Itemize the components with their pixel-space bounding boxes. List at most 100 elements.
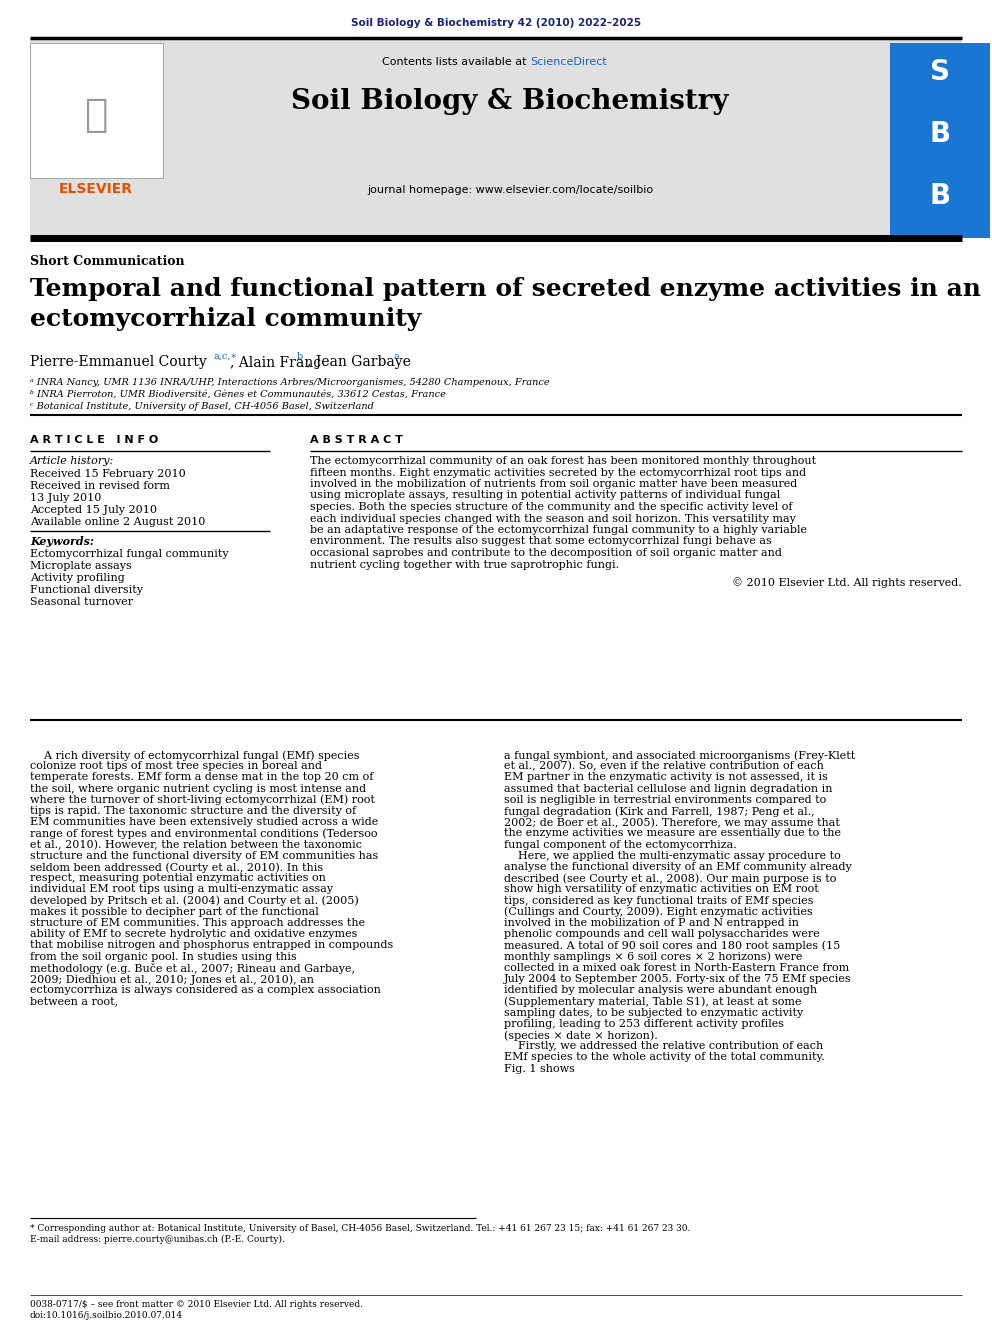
Bar <box>890 44 990 238</box>
Text: using microplate assays, resulting in potential activity patterns of individual : using microplate assays, resulting in po… <box>310 491 781 500</box>
Text: EM communities have been extensively studied across a wide: EM communities have been extensively stu… <box>30 818 378 827</box>
Text: range of forest types and environmental conditions (Tedersoo: range of forest types and environmental … <box>30 828 378 839</box>
Text: Microplate assays: Microplate assays <box>30 561 132 572</box>
Text: Fig. 1 shows: Fig. 1 shows <box>504 1064 575 1073</box>
Text: environment. The results also suggest that some ectomycorrhizal fungi behave as: environment. The results also suggest th… <box>310 537 772 546</box>
Text: ectomycorrhizal community: ectomycorrhizal community <box>30 307 422 331</box>
Text: Article history:: Article history: <box>30 456 114 466</box>
Text: structure and the functional diversity of EM communities has: structure and the functional diversity o… <box>30 851 378 861</box>
Text: Firstly, we addressed the relative contribution of each: Firstly, we addressed the relative contr… <box>504 1041 823 1052</box>
Text: identified by molecular analysis were abundant enough: identified by molecular analysis were ab… <box>504 986 817 995</box>
Text: the enzyme activities we measure are essentially due to the: the enzyme activities we measure are ess… <box>504 828 841 839</box>
Text: developed by Pritsch et al. (2004) and Courty et al. (2005): developed by Pritsch et al. (2004) and C… <box>30 896 359 906</box>
Text: A R T I C L E   I N F O: A R T I C L E I N F O <box>30 435 159 445</box>
Text: * Corresponding author at: Botanical Institute, University of Basel, CH-4056 Bas: * Corresponding author at: Botanical Ins… <box>30 1224 690 1233</box>
Text: ᶜ Botanical Institute, University of Basel, CH-4056 Basel, Switzerland: ᶜ Botanical Institute, University of Bas… <box>30 402 374 411</box>
Text: © 2010 Elsevier Ltd. All rights reserved.: © 2010 Elsevier Ltd. All rights reserved… <box>732 577 962 587</box>
Text: Received 15 February 2010: Received 15 February 2010 <box>30 468 186 479</box>
Text: S: S <box>930 58 950 86</box>
Text: methodology (e.g. Buče et al., 2007; Rineau and Garbaye,: methodology (e.g. Buče et al., 2007; Rin… <box>30 963 355 974</box>
Text: EM partner in the enzymatic activity is not assessed, it is: EM partner in the enzymatic activity is … <box>504 773 828 782</box>
Text: Here, we applied the multi-enzymatic assay procedure to: Here, we applied the multi-enzymatic ass… <box>504 851 841 861</box>
Text: profiling, leading to 253 different activity profiles: profiling, leading to 253 different acti… <box>504 1019 784 1029</box>
Text: described (see Courty et al., 2008). Our main purpose is to: described (see Courty et al., 2008). Our… <box>504 873 836 884</box>
Text: b: b <box>297 352 304 361</box>
Text: each individual species changed with the season and soil horizon. This versatili: each individual species changed with the… <box>310 513 796 524</box>
Text: measured. A total of 90 soil cores and 180 root samples (15: measured. A total of 90 soil cores and 1… <box>504 941 840 951</box>
Text: et al., 2010). However, the relation between the taxonomic: et al., 2010). However, the relation bet… <box>30 840 362 849</box>
Text: Activity profiling: Activity profiling <box>30 573 125 583</box>
Text: ᵇ INRA Pierroton, UMR Biodiversité, Gènes et Communautés, 33612 Cestas, France: ᵇ INRA Pierroton, UMR Biodiversité, Gène… <box>30 390 445 400</box>
Text: 🌳: 🌳 <box>84 97 108 134</box>
Text: monthly samplings × 6 soil cores × 2 horizons) were: monthly samplings × 6 soil cores × 2 hor… <box>504 951 803 962</box>
Text: ScienceDirect: ScienceDirect <box>530 57 607 67</box>
Text: fungal degradation (Kirk and Farrell, 1987; Peng et al.,: fungal degradation (Kirk and Farrell, 19… <box>504 806 814 816</box>
Text: colonize root tips of most tree species in boreal and: colonize root tips of most tree species … <box>30 761 322 771</box>
Text: ectomycorrhiza is always considered as a complex association: ectomycorrhiza is always considered as a… <box>30 986 381 995</box>
Bar <box>30 44 163 179</box>
Text: respect, measuring potential enzymatic activities on: respect, measuring potential enzymatic a… <box>30 873 326 884</box>
Text: B: B <box>930 120 950 148</box>
Text: fungal component of the ectomycorrhiza.: fungal component of the ectomycorrhiza. <box>504 840 737 849</box>
Text: ability of EMf to secrete hydrolytic and oxidative enzymes: ability of EMf to secrete hydrolytic and… <box>30 929 357 939</box>
Text: et al., 2007). So, even if the relative contribution of each: et al., 2007). So, even if the relative … <box>504 761 824 771</box>
Text: structure of EM communities. This approach addresses the: structure of EM communities. This approa… <box>30 918 365 927</box>
Text: show high versatility of enzymatic activities on EM root: show high versatility of enzymatic activ… <box>504 884 818 894</box>
Text: , Alain Franc: , Alain Franc <box>230 355 321 369</box>
Text: , Jean Garbaye: , Jean Garbaye <box>307 355 411 369</box>
Text: the soil, where organic nutrient cycling is most intense and: the soil, where organic nutrient cycling… <box>30 783 366 794</box>
Text: sampling dates, to be subjected to enzymatic activity: sampling dates, to be subjected to enzym… <box>504 1008 804 1017</box>
Text: analyse the functional diversity of an EMf community already: analyse the functional diversity of an E… <box>504 863 852 872</box>
Text: (species × date × horizon).: (species × date × horizon). <box>504 1031 658 1041</box>
Text: Short Communication: Short Communication <box>30 255 185 269</box>
Text: A rich diversity of ectomycorrhizal fungal (EMf) species: A rich diversity of ectomycorrhizal fung… <box>30 750 359 761</box>
Text: be an adaptative response of the ectomycorrhizal fungal community to a highly va: be an adaptative response of the ectomyc… <box>310 525 807 534</box>
Text: temperate forests. EMf form a dense mat in the top 20 cm of: temperate forests. EMf form a dense mat … <box>30 773 373 782</box>
Text: a,c,∗: a,c,∗ <box>213 352 237 361</box>
Text: Available online 2 August 2010: Available online 2 August 2010 <box>30 517 205 527</box>
Text: Received in revised form: Received in revised form <box>30 482 170 491</box>
Text: phenolic compounds and cell wall polysaccharides were: phenolic compounds and cell wall polysac… <box>504 929 819 939</box>
Text: A B S T R A C T: A B S T R A C T <box>310 435 403 445</box>
Text: from the soil organic pool. In studies using this: from the soil organic pool. In studies u… <box>30 951 297 962</box>
Text: tips, considered as key functional traits of EMf species: tips, considered as key functional trait… <box>504 896 813 906</box>
Text: collected in a mixed oak forest in North-Eastern France from: collected in a mixed oak forest in North… <box>504 963 849 972</box>
Text: Contents lists available at: Contents lists available at <box>382 57 530 67</box>
Text: ᵃ INRA Nancy, UMR 1136 INRA/UHP, Interactions Arbres/Microorganismes, 54280 Cham: ᵃ INRA Nancy, UMR 1136 INRA/UHP, Interac… <box>30 378 550 388</box>
Text: The ectomycorrhizal community of an oak forest has been monitored monthly throug: The ectomycorrhizal community of an oak … <box>310 456 816 466</box>
Text: fifteen months. Eight enzymatic activities secreted by the ectomycorrhizal root : fifteen months. Eight enzymatic activiti… <box>310 467 806 478</box>
Text: 0038-0717/$ – see front matter © 2010 Elsevier Ltd. All rights reserved.: 0038-0717/$ – see front matter © 2010 El… <box>30 1301 363 1308</box>
Text: doi:10.1016/j.soilbio.2010.07.014: doi:10.1016/j.soilbio.2010.07.014 <box>30 1311 184 1320</box>
Text: Functional diversity: Functional diversity <box>30 585 143 595</box>
Text: occasional saprobes and contribute to the decomposition of soil organic matter a: occasional saprobes and contribute to th… <box>310 548 782 558</box>
Text: July 2004 to September 2005. Forty-six of the 75 EMf species: July 2004 to September 2005. Forty-six o… <box>504 974 851 984</box>
Bar <box>166 44 854 238</box>
Text: soil is negligible in terrestrial environments compared to: soil is negligible in terrestrial enviro… <box>504 795 826 804</box>
Text: Pierre-Emmanuel Courty: Pierre-Emmanuel Courty <box>30 355 206 369</box>
Bar <box>30 38 962 238</box>
Text: individual EM root tips using a multi-enzymatic assay: individual EM root tips using a multi-en… <box>30 884 333 894</box>
Text: (Cullings and Courty, 2009). Eight enzymatic activities: (Cullings and Courty, 2009). Eight enzym… <box>504 906 812 917</box>
Text: Soil Biology & Biochemistry 42 (2010) 2022–2025: Soil Biology & Biochemistry 42 (2010) 20… <box>351 19 641 28</box>
Text: involved in the mobilization of P and N entrapped in: involved in the mobilization of P and N … <box>504 918 799 927</box>
Text: Temporal and functional pattern of secreted enzyme activities in an: Temporal and functional pattern of secre… <box>30 277 981 302</box>
Text: tips is rapid. The taxonomic structure and the diversity of: tips is rapid. The taxonomic structure a… <box>30 806 356 816</box>
Text: where the turnover of short-living ectomycorrhizal (EM) root: where the turnover of short-living ectom… <box>30 795 375 806</box>
Text: nutrient cycling together with true saprotrophic fungi.: nutrient cycling together with true sapr… <box>310 560 619 569</box>
Text: 13 July 2010: 13 July 2010 <box>30 493 101 503</box>
Text: a: a <box>393 352 399 361</box>
Text: 2009; Diedhiou et al., 2010; Jones et al., 2010), an: 2009; Diedhiou et al., 2010; Jones et al… <box>30 974 314 984</box>
Text: a fungal symbiont, and associated microorganisms (Frey-Klett: a fungal symbiont, and associated microo… <box>504 750 855 761</box>
Text: B: B <box>930 183 950 210</box>
Text: involved in the mobilization of nutrients from soil organic matter have been mea: involved in the mobilization of nutrient… <box>310 479 798 490</box>
Text: that mobilise nitrogen and phosphorus entrapped in compounds: that mobilise nitrogen and phosphorus en… <box>30 941 393 950</box>
Text: (Supplementary material, Table S1), at least at some: (Supplementary material, Table S1), at l… <box>504 996 802 1007</box>
Text: Keywords:: Keywords: <box>30 536 94 546</box>
Text: Ectomycorrhizal fungal community: Ectomycorrhizal fungal community <box>30 549 228 560</box>
Text: E-mail address: pierre.courty@unibas.ch (P.-E. Courty).: E-mail address: pierre.courty@unibas.ch … <box>30 1234 285 1244</box>
Text: ELSEVIER: ELSEVIER <box>59 183 133 196</box>
Text: 2002; de Boer et al., 2005). Therefore, we may assume that: 2002; de Boer et al., 2005). Therefore, … <box>504 818 840 828</box>
Text: makes it possible to decipher part of the functional: makes it possible to decipher part of th… <box>30 906 318 917</box>
Text: Soil Biology & Biochemistry: Soil Biology & Biochemistry <box>292 89 729 115</box>
Text: journal homepage: www.elsevier.com/locate/soilbio: journal homepage: www.elsevier.com/locat… <box>367 185 653 194</box>
